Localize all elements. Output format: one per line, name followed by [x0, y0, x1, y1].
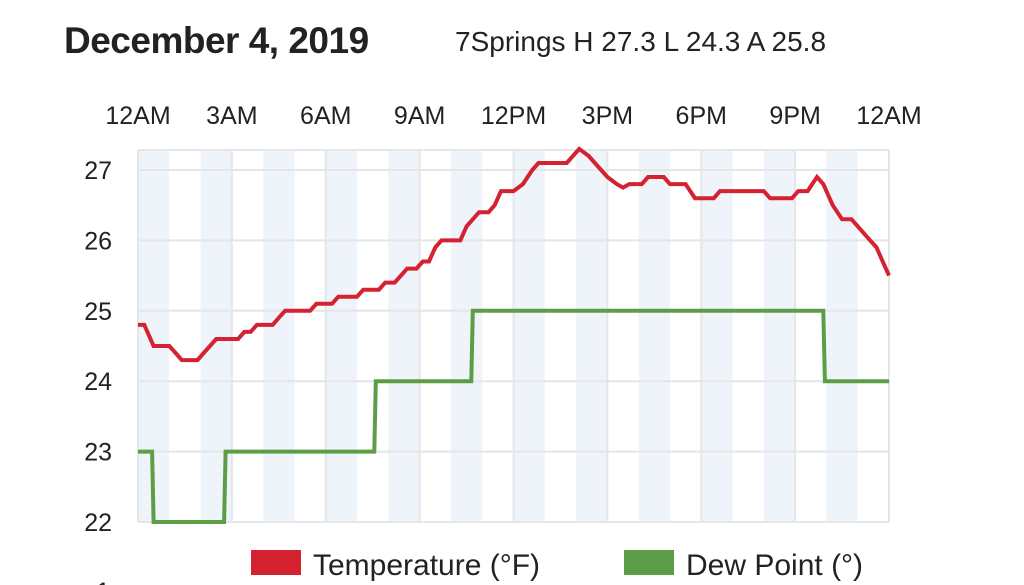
- x-tick-label: 12AM: [105, 102, 170, 130]
- y-tick-label: 26: [84, 227, 112, 255]
- hour-stripe: [763, 150, 796, 522]
- x-tick-label: 6AM: [300, 102, 351, 130]
- hour-stripe: [576, 150, 608, 522]
- x-tick-label: 9PM: [769, 102, 820, 130]
- hour-stripe: [450, 150, 483, 522]
- hour-stripe: [263, 150, 295, 522]
- partial-y-tick: 1: [96, 578, 110, 585]
- x-axis-ticks: 12AM 3AM 6AM 9AM 12PM 3PM 6PM 9PM 12AM: [105, 102, 921, 130]
- legend-label: Temperature (°F): [313, 549, 540, 582]
- temperature-line: [138, 146, 891, 363]
- y-tick-label: 24: [84, 368, 112, 396]
- legend-label: Dew Point (°): [686, 549, 863, 582]
- hour-stripe: [638, 150, 670, 522]
- grid-lines: [137, 149, 890, 523]
- x-tick-label: 6PM: [676, 102, 727, 130]
- series-lines: [138, 146, 891, 524]
- x-tick-label: 12AM: [856, 102, 921, 130]
- y-axis-ticks: 22 23 24 25 26 27: [84, 157, 112, 537]
- x-tick-label: 3PM: [582, 102, 633, 130]
- x-tick-label: 9AM: [394, 102, 445, 130]
- hour-stripe: [325, 150, 358, 522]
- y-tick-label: 27: [84, 157, 112, 185]
- y-tick-label: 22: [84, 509, 112, 537]
- y-tick-label: 23: [84, 439, 112, 467]
- x-tick-label: 3AM: [206, 102, 257, 130]
- temperature-legend-swatch: [251, 550, 301, 575]
- dew-point-line: [138, 308, 889, 524]
- hour-stripe: [701, 150, 733, 522]
- chart-subtitle: 7Springs H 27.3 L 24.3 A 25.8: [455, 26, 827, 57]
- dew-point-legend-swatch: [624, 550, 674, 575]
- legend: Temperature (°F) Dew Point (°): [251, 549, 863, 582]
- hour-stripe: [513, 150, 545, 522]
- x-tick-label: 12PM: [481, 102, 546, 130]
- y-tick-label: 25: [84, 298, 112, 326]
- hour-stripe: [826, 150, 858, 522]
- hour-stripes: [138, 150, 858, 522]
- hour-stripe: [388, 150, 420, 522]
- chart-title: December 4, 2019: [64, 20, 369, 61]
